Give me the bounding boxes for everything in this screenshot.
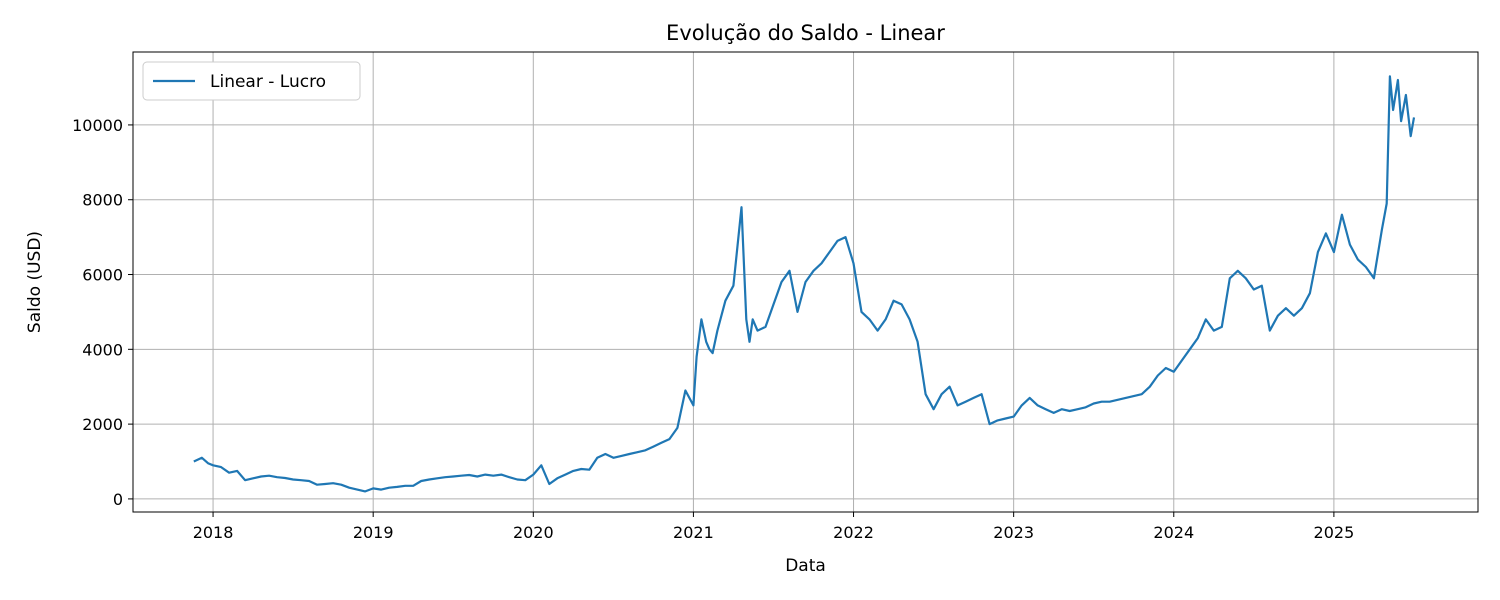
x-axis-label: Data [785, 556, 826, 576]
y-tick-label: 0 [113, 490, 123, 509]
y-tick-label: 10000 [72, 116, 123, 135]
legend-box [142, 61, 361, 101]
y-tick-label: 4000 [82, 340, 123, 359]
x-tick-label: 2019 [353, 523, 394, 542]
x-tick-label: 2025 [1314, 523, 1355, 542]
x-tick-label: 2023 [993, 523, 1034, 542]
y-tick-label: 8000 [82, 191, 123, 210]
x-tick-label: 2021 [673, 523, 714, 542]
grid-lines [133, 52, 1478, 512]
legend-label: Linear - Lucro [210, 72, 326, 92]
series-line [193, 75, 1416, 493]
chart-title: Evolução do Saldo - Linear [666, 21, 945, 45]
legend: Linear - Lucro [142, 61, 361, 101]
x-tick-label: 2024 [1153, 523, 1194, 542]
y-tick-label: 2000 [82, 415, 123, 434]
x-tick-label: 2022 [833, 523, 874, 542]
plot-area [132, 51, 1479, 513]
y-axis-ticks: 0 2000 4000 6000 8000 10000 [72, 116, 133, 509]
y-axis-label: Saldo (USD) [25, 231, 45, 333]
series-layer [193, 75, 1416, 493]
x-axis-ticks: 2018 2019 2020 2021 2022 2023 2024 2025 [193, 512, 1355, 542]
x-tick-label: 2020 [513, 523, 554, 542]
x-tick-label: 2018 [193, 523, 234, 542]
y-tick-label: 6000 [82, 266, 123, 285]
